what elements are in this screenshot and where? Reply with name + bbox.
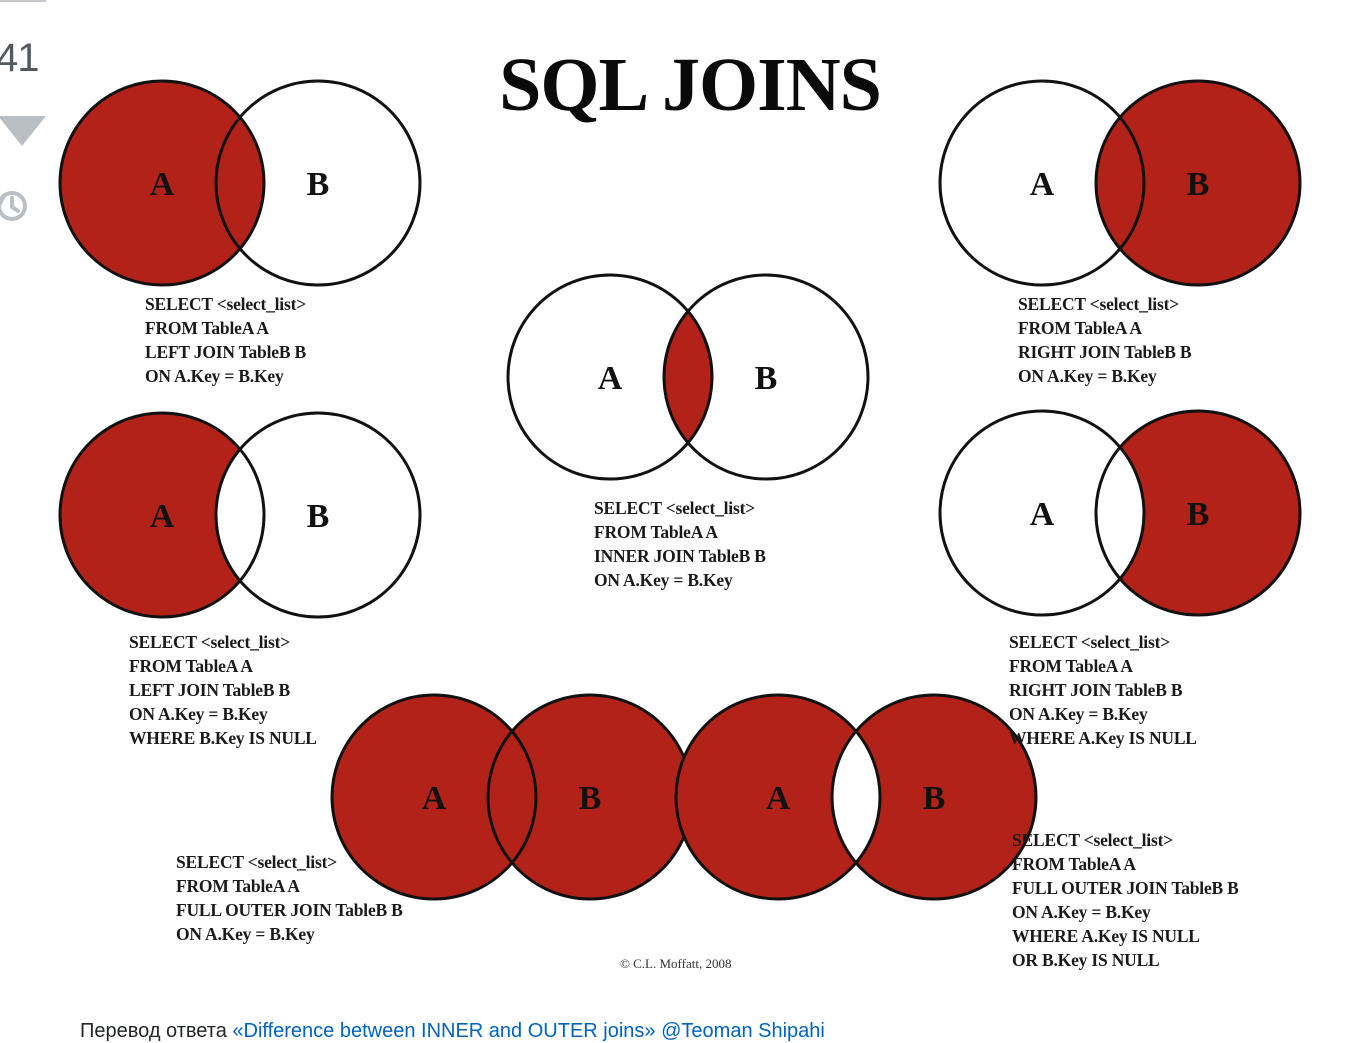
sql-line: LEFT JOIN TableB B	[145, 342, 306, 362]
original-answer-link[interactable]: «Difference between INNER and OUTER join…	[232, 1020, 656, 1042]
label-a: A	[598, 360, 623, 397]
circle-b-outline	[830, 693, 1038, 901]
circle-a-outline	[58, 79, 266, 287]
sql-line: FROM TableA A	[1018, 318, 1142, 338]
circle-a-outline	[58, 411, 266, 619]
sql-full-outer-excluding-join: SELECT <select_list> FROM TableA A FULL OU…	[1012, 828, 1239, 972]
sql-left-join: SELECT <select_list> FROM TableA A LEFT JO…	[145, 292, 306, 388]
top-divider	[0, 0, 46, 2]
sql-line: WHERE B.Key IS NULL	[129, 728, 317, 748]
sql-line: ON A.Key = B.Key	[129, 704, 268, 724]
label-a: A	[422, 780, 447, 817]
circle-b-outline	[1094, 79, 1302, 287]
sql-line: SELECT <select_list>	[1012, 830, 1173, 850]
circle-b-outline	[662, 273, 870, 481]
region-b	[832, 695, 1036, 899]
label-a: A	[150, 498, 175, 535]
circle-b-outline	[1094, 409, 1302, 617]
sql-line: FROM TableA A	[594, 522, 718, 542]
circle-b-outline	[214, 411, 422, 619]
region-a	[60, 81, 264, 285]
circle-a-outline	[674, 693, 882, 901]
sql-line: ON A.Key = B.Key	[594, 570, 733, 590]
vote-count: 41	[0, 36, 39, 80]
sql-line: WHERE A.Key IS NULL	[1012, 926, 1200, 946]
sql-right-join: SELECT <select_list> FROM TableA A RIGHT J…	[1018, 292, 1192, 388]
label-a: A	[766, 780, 791, 817]
circle-a-outline	[938, 79, 1146, 287]
label-a: A	[1030, 166, 1055, 203]
author-link[interactable]: @Teoman Shipahi	[661, 1020, 825, 1042]
region-b	[1096, 81, 1300, 285]
region-b	[1096, 411, 1300, 615]
circle-a-outline	[506, 273, 714, 481]
sql-line: SELECT <select_list>	[145, 294, 306, 314]
sql-line: INNER JOIN TableB B	[594, 546, 766, 566]
label-b: B	[755, 360, 778, 397]
sql-line: SELECT <select_list>	[594, 498, 755, 518]
history-icon[interactable]	[0, 186, 32, 226]
region-a	[332, 695, 536, 899]
copyright: © C.L. Moffatt, 2008	[620, 956, 732, 971]
sql-line: LEFT JOIN TableB B	[129, 680, 290, 700]
label-a: A	[150, 166, 175, 203]
sql-full-outer-join: SELECT <select_list> FROM TableA A FULL OU…	[176, 850, 403, 946]
sql-left-excluding-join: SELECT <select_list> FROM TableA A LEFT JO…	[129, 630, 317, 750]
sql-line: FROM TableA A	[145, 318, 269, 338]
circle-a-outline	[330, 693, 538, 901]
caption-prefix: Перевод ответа	[80, 1020, 233, 1042]
sql-line: RIGHT JOIN TableB B	[1009, 680, 1183, 700]
label-b: B	[307, 498, 330, 535]
sql-inner-join: SELECT <select_list> FROM TableA A INNER J…	[594, 496, 766, 592]
figure-title: SQL JOINS	[499, 43, 882, 127]
sql-line: SELECT <select_list>	[1018, 294, 1179, 314]
sql-line: SELECT <select_list>	[1009, 632, 1170, 652]
label-b: B	[307, 166, 330, 203]
label-b: B	[1187, 166, 1210, 203]
sql-line: FROM TableA A	[176, 876, 300, 896]
sql-line: ON A.Key = B.Key	[145, 366, 284, 386]
sql-line: FROM TableA A	[1009, 656, 1133, 676]
region-b	[488, 695, 692, 899]
sql-line: ON A.Key = B.Key	[1009, 704, 1148, 724]
circle-a-outline	[938, 409, 1146, 617]
label-a: A	[1030, 496, 1055, 533]
sql-line: SELECT <select_list>	[129, 632, 290, 652]
region-a	[60, 413, 264, 617]
sql-line: WHERE A.Key IS NULL	[1009, 728, 1197, 748]
sql-line: ON A.Key = B.Key	[1012, 902, 1151, 922]
label-b: B	[1187, 496, 1210, 533]
translation-caption: Перевод ответа «Difference between INNER…	[80, 1020, 825, 1043]
vote-down-icon[interactable]	[0, 116, 46, 146]
sql-right-excluding-join: SELECT <select_list> FROM TableA A RIGHT J…	[1009, 630, 1197, 750]
sql-line: ON A.Key = B.Key	[176, 924, 315, 944]
sql-line: FROM TableA A	[1012, 854, 1136, 874]
sql-line: FULL OUTER JOIN TableB B	[176, 900, 403, 920]
sql-line: FULL OUTER JOIN TableB B	[1012, 878, 1239, 898]
sql-line: SELECT <select_list>	[176, 852, 337, 872]
sql-line: FROM TableA A	[129, 656, 253, 676]
label-b: B	[923, 780, 946, 817]
circle-b-outline	[214, 79, 422, 287]
region-a	[676, 695, 880, 899]
label-b: B	[579, 780, 602, 817]
sql-line: OR B.Key IS NULL	[1012, 950, 1160, 970]
sql-line: ON A.Key = B.Key	[1018, 366, 1157, 386]
sql-line: RIGHT JOIN TableB B	[1018, 342, 1192, 362]
